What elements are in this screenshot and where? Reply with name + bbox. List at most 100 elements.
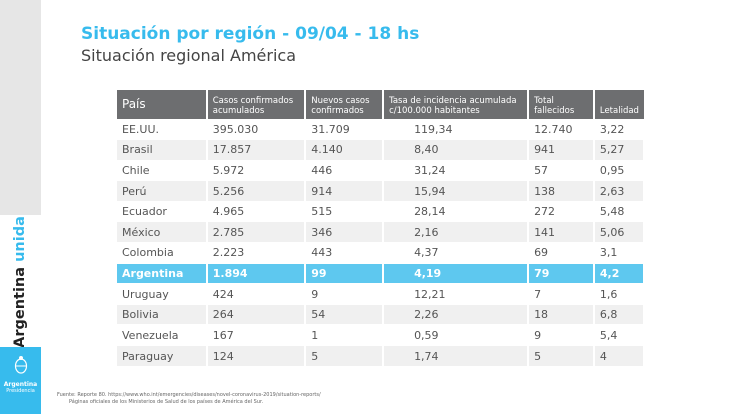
- source-footer: Fuente: Reporte 80. https://www.who.int/…: [57, 392, 321, 406]
- cell-pais: Ecuador: [117, 200, 208, 222]
- cell-pais: Chile: [117, 159, 208, 181]
- cell-letalidad: 5,27: [593, 139, 646, 161]
- cell-tasa: 119,34: [383, 118, 530, 140]
- cell-nuevos: 99: [305, 262, 385, 284]
- cell-casos: 4.965: [206, 200, 307, 222]
- cell-pais: EE.UU.: [117, 118, 208, 140]
- cell-nuevos: 31.709: [305, 118, 385, 140]
- cell-tasa: 12,21: [383, 283, 530, 305]
- cell-pais: Paraguay: [117, 345, 208, 367]
- cell-casos: 2.223: [206, 242, 307, 264]
- cell-fallecidos: 69: [528, 242, 595, 264]
- cell-fallecidos: 941: [528, 139, 595, 161]
- cell-fallecidos: 272: [528, 200, 595, 222]
- cell-tasa: 4,19: [383, 262, 530, 284]
- table-row: Perú 5.256 914 15,94 138 2,63: [117, 180, 646, 202]
- table-row: Brasil 17.857 4.140 8,40 941 5,27: [117, 139, 646, 161]
- brand-accent-text: unida: [12, 216, 28, 262]
- cell-casos: 5.256: [206, 180, 307, 202]
- table-header: País Casos confirmados acumulados Nuevos…: [117, 90, 644, 119]
- table-row: Bolivia 264 54 2,26 18 6,8: [117, 303, 646, 325]
- cell-casos: 395.030: [206, 118, 307, 140]
- cell-casos: 2.785: [206, 221, 307, 243]
- cell-letalidad: 5,06: [593, 221, 646, 243]
- cell-casos: 424: [206, 283, 307, 305]
- brand-text: Argentina: [12, 266, 28, 348]
- cell-fallecidos: 12.740: [528, 118, 595, 140]
- footer-line1: Fuente: Reporte 80. https://www.who.int/…: [57, 392, 321, 398]
- table-row: Argentina 1.894 99 4,19 79 4,2: [117, 262, 646, 284]
- table-row: Colombia 2.223 443 4,37 69 3,1: [117, 242, 646, 264]
- cell-casos: 124: [206, 345, 307, 367]
- header-casos: Casos confirmados acumulados: [206, 90, 307, 119]
- cell-tasa: 15,94: [383, 180, 530, 202]
- cell-nuevos: 54: [305, 303, 385, 325]
- brand-vertical: Argentina unida: [12, 216, 28, 348]
- cell-letalidad: 1,6: [593, 283, 646, 305]
- cell-letalidad: 5,4: [593, 324, 646, 346]
- cell-letalidad: 3,22: [593, 118, 646, 140]
- table-row: Uruguay 424 9 12,21 7 1,6: [117, 283, 646, 305]
- region-table: País Casos confirmados acumulados Nuevos…: [117, 90, 646, 367]
- logo-line1: Argentina: [3, 381, 38, 388]
- cell-pais: Bolivia: [117, 303, 208, 325]
- cell-tasa: 8,40: [383, 139, 530, 161]
- page-title: Situación por región - 09/04 - 18 hs: [81, 24, 420, 44]
- cell-casos: 1.894: [206, 262, 307, 284]
- logo-line2: Presidencia: [6, 388, 35, 394]
- cell-nuevos: 443: [305, 242, 385, 264]
- presidencia-logo: Argentina Presidencia: [0, 347, 41, 414]
- cell-tasa: 28,14: [383, 200, 530, 222]
- cell-nuevos: 4.140: [305, 139, 385, 161]
- table-row: EE.UU. 395.030 31.709 119,34 12.740 3,22: [117, 118, 646, 140]
- sidebar-decoration: [0, 0, 41, 215]
- cell-pais: México: [117, 221, 208, 243]
- cell-tasa: 4,37: [383, 242, 530, 264]
- header-tasa: Tasa de incidencia acumulada c/100.000 h…: [383, 90, 530, 119]
- cell-fallecidos: 9: [528, 324, 595, 346]
- cell-fallecidos: 5: [528, 345, 595, 367]
- cell-letalidad: 0,95: [593, 159, 646, 181]
- header-pais: País: [117, 90, 208, 119]
- cell-pais: Uruguay: [117, 283, 208, 305]
- cell-pais: Brasil: [117, 139, 208, 161]
- header-letalidad: Letalidad: [593, 90, 644, 119]
- cell-nuevos: 914: [305, 180, 385, 202]
- header-fallecidos: Total fallecidos: [528, 90, 595, 119]
- cell-letalidad: 2,63: [593, 180, 646, 202]
- cell-letalidad: 5,48: [593, 200, 646, 222]
- cell-letalidad: 4: [593, 345, 646, 367]
- cell-casos: 17.857: [206, 139, 307, 161]
- footer-line2: Páginas oficiales de los Ministerios de …: [69, 399, 264, 405]
- cell-pais: Venezuela: [117, 324, 208, 346]
- cell-tasa: 31,24: [383, 159, 530, 181]
- cell-casos: 264: [206, 303, 307, 325]
- cell-tasa: 2,26: [383, 303, 530, 325]
- cell-fallecidos: 79: [528, 262, 595, 284]
- cell-nuevos: 1: [305, 324, 385, 346]
- cell-pais: Argentina: [117, 262, 208, 284]
- cell-nuevos: 446: [305, 159, 385, 181]
- cell-letalidad: 3,1: [593, 242, 646, 264]
- cell-letalidad: 6,8: [593, 303, 646, 325]
- cell-nuevos: 5: [305, 345, 385, 367]
- cell-fallecidos: 138: [528, 180, 595, 202]
- cell-fallecidos: 141: [528, 221, 595, 243]
- table-row: Venezuela 167 1 0,59 9 5,4: [117, 324, 646, 346]
- cell-pais: Colombia: [117, 242, 208, 264]
- cell-nuevos: 9: [305, 283, 385, 305]
- cell-fallecidos: 18: [528, 303, 595, 325]
- cell-fallecidos: 7: [528, 283, 595, 305]
- cell-tasa: 1,74: [383, 345, 530, 367]
- table-row: Chile 5.972 446 31,24 57 0,95: [117, 159, 646, 181]
- table-row: México 2.785 346 2,16 141 5,06: [117, 221, 646, 243]
- cell-casos: 167: [206, 324, 307, 346]
- table-row: Ecuador 4.965 515 28,14 272 5,48: [117, 200, 646, 222]
- page-subtitle: Situación regional América: [81, 46, 297, 65]
- cell-pais: Perú: [117, 180, 208, 202]
- cell-casos: 5.972: [206, 159, 307, 181]
- table-row: Paraguay 124 5 1,74 5 4: [117, 345, 646, 367]
- cell-tasa: 0,59: [383, 324, 530, 346]
- cell-nuevos: 515: [305, 200, 385, 222]
- cell-fallecidos: 57: [528, 159, 595, 181]
